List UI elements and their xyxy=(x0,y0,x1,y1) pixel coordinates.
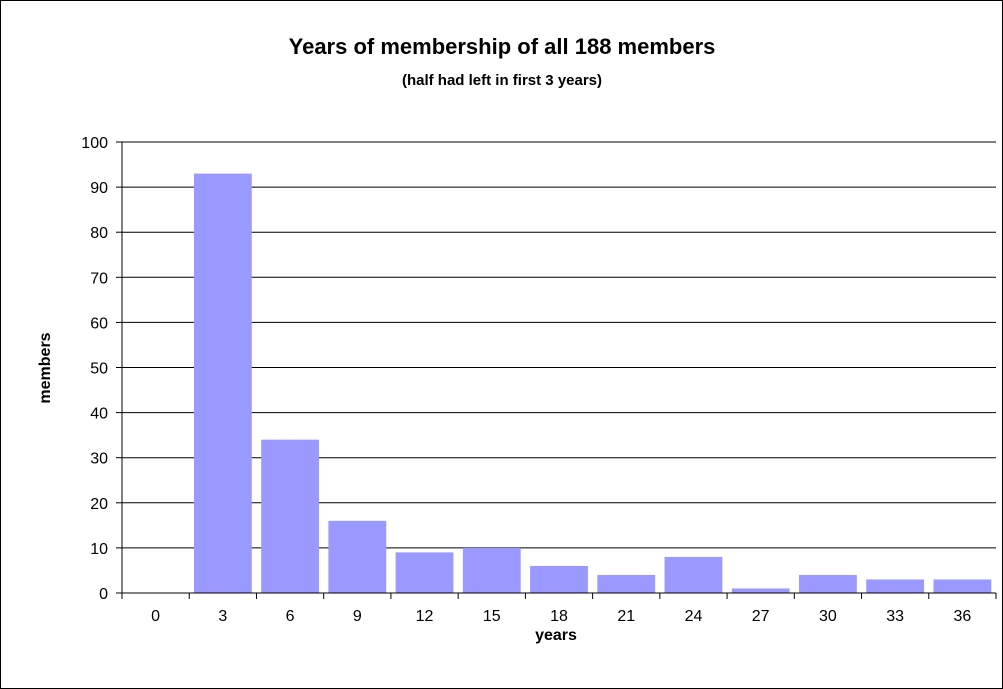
y-tick-label: 90 xyxy=(90,180,108,197)
bar xyxy=(866,579,925,593)
x-tick-label: 21 xyxy=(617,608,635,625)
x-tick-label: 12 xyxy=(416,608,434,625)
bar xyxy=(597,574,656,593)
bar xyxy=(261,439,319,593)
y-tick-label: 0 xyxy=(99,586,108,603)
x-tick-labels: 0 3 6 9 12 15 18 21 24 27 30 33 36 xyxy=(151,608,971,625)
x-tick-label: 36 xyxy=(953,608,971,625)
bar xyxy=(664,556,723,593)
bar xyxy=(328,520,387,593)
x-tick-label: 6 xyxy=(286,608,295,625)
x-tick-label: 18 xyxy=(550,608,568,625)
y-tick-label: 60 xyxy=(90,315,108,332)
gridlines xyxy=(122,141,996,549)
y-tick-labels: 0 10 20 30 40 50 60 70 80 90 100 xyxy=(81,135,108,603)
bar xyxy=(799,574,857,593)
y-axis-title: members xyxy=(37,332,54,403)
bar xyxy=(933,579,992,593)
x-tick-label: 33 xyxy=(886,608,904,625)
chart-subtitle: (half had left in first 3 years) xyxy=(402,72,602,89)
x-tick-label: 3 xyxy=(218,608,227,625)
chart-title: Years of membership of all 188 members xyxy=(289,34,716,59)
x-tick-label: 0 xyxy=(151,608,160,625)
x-tick-label: 9 xyxy=(353,608,362,625)
y-tick-label: 20 xyxy=(90,496,108,513)
axes xyxy=(116,141,997,599)
x-tick-label: 15 xyxy=(483,608,501,625)
bar xyxy=(462,547,521,593)
y-tick-label: 30 xyxy=(90,451,108,468)
y-tick-label: 40 xyxy=(90,406,108,423)
bar xyxy=(731,588,790,593)
y-tick-label: 50 xyxy=(90,361,108,378)
y-tick-label: 70 xyxy=(90,270,108,287)
y-tick-label: 100 xyxy=(81,135,108,152)
x-axis-title: years xyxy=(535,627,577,644)
x-tick-label: 30 xyxy=(819,608,837,625)
x-tick-label: 27 xyxy=(752,608,770,625)
y-tick-label: 10 xyxy=(90,541,108,558)
bar xyxy=(530,565,588,593)
bar xyxy=(395,552,454,593)
y-tick-label: 80 xyxy=(90,225,108,242)
bar xyxy=(193,173,252,593)
bars xyxy=(193,173,992,593)
x-tick-label: 24 xyxy=(685,608,703,625)
